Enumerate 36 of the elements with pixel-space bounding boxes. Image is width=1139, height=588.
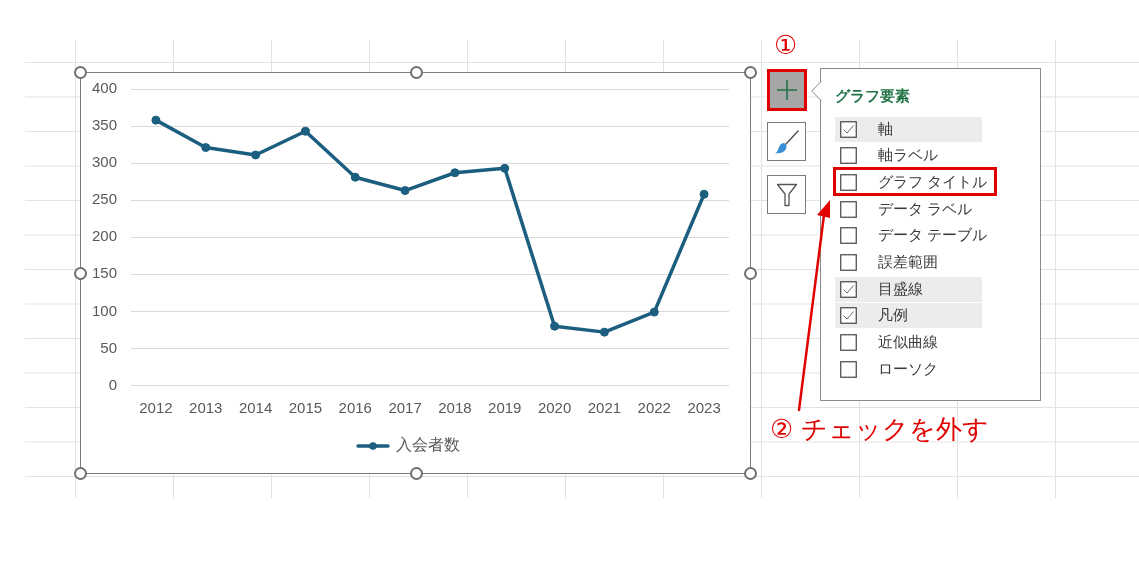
text: ① bbox=[774, 29, 798, 61]
point bbox=[300, 126, 310, 136]
x-tick-label: 2012 bbox=[139, 398, 173, 416]
y-tick-label: 100 bbox=[91, 301, 117, 319]
y-tick-label: 300 bbox=[91, 153, 117, 171]
y-tick-label: 400 bbox=[91, 79, 117, 97]
point bbox=[400, 186, 410, 196]
point bbox=[500, 163, 510, 173]
point bbox=[350, 172, 360, 182]
x-tick-label: 2023 bbox=[687, 398, 721, 416]
point bbox=[450, 168, 460, 178]
x-tick-label: 2021 bbox=[587, 398, 622, 416]
x-tick-label: 2015 bbox=[288, 398, 323, 416]
x-tick-label: 2022 bbox=[637, 398, 671, 416]
y-tick-label: 250 bbox=[91, 190, 117, 208]
y-tick-label: 200 bbox=[91, 227, 117, 245]
x-tick-label: 2020 bbox=[537, 398, 572, 416]
point bbox=[649, 307, 659, 317]
x-tick-label: 2018 bbox=[438, 398, 472, 416]
x-tick-label: 2017 bbox=[388, 398, 422, 416]
legend-label: 入会者数 bbox=[396, 436, 460, 454]
y-tick-label: 0 bbox=[108, 375, 117, 393]
y-tick-label: 50 bbox=[100, 338, 117, 356]
x-tick-label: 2019 bbox=[488, 398, 522, 416]
y-tick-label: 350 bbox=[91, 116, 117, 134]
point bbox=[599, 327, 609, 337]
x-tick-label: 2014 bbox=[238, 398, 273, 416]
point bbox=[699, 189, 709, 199]
y-tick-label: 150 bbox=[91, 264, 117, 282]
point bbox=[151, 115, 161, 125]
point bbox=[201, 143, 211, 153]
x-tick-label: 2013 bbox=[189, 398, 223, 416]
text: ② チェックを外す bbox=[770, 413, 989, 445]
x-tick-label: 2016 bbox=[338, 398, 372, 416]
point bbox=[550, 321, 560, 331]
point bbox=[251, 150, 261, 160]
